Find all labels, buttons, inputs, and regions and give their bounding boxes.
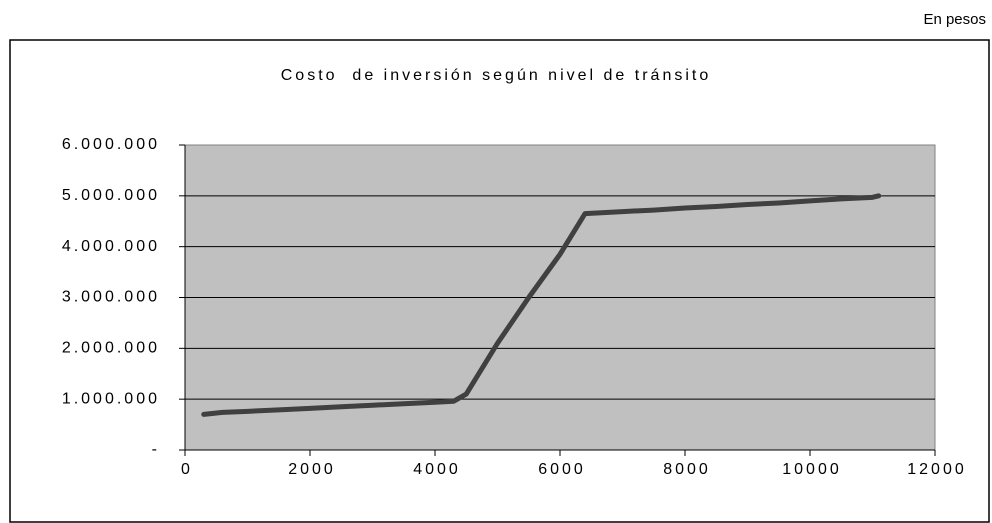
y-tick-label: 3.000.000 xyxy=(62,289,160,306)
y-tick-label: - xyxy=(152,441,160,458)
x-tick-label: 4000 xyxy=(413,461,461,478)
y-tick-label: 6.000.000 xyxy=(62,136,160,153)
y-tick-label: 5.000.000 xyxy=(62,187,160,204)
data-line xyxy=(201,193,882,417)
unit-note: En pesos xyxy=(923,11,986,28)
x-tick-label: 0 xyxy=(181,461,193,478)
y-tick-label: 1.000.000 xyxy=(62,390,160,407)
x-tick-label: 8000 xyxy=(663,461,711,478)
y-tick-label: 2.000.000 xyxy=(62,340,160,357)
x-tick-label: 10000 xyxy=(782,461,842,478)
y-tick-label: 4.000.000 xyxy=(62,238,160,255)
x-tick-label: 6000 xyxy=(538,461,586,478)
x-tick-label: 12000 xyxy=(907,461,967,478)
chart-title: Costo de inversión según nivel de tránsi… xyxy=(281,67,712,84)
x-tick-label: 2000 xyxy=(288,461,336,478)
